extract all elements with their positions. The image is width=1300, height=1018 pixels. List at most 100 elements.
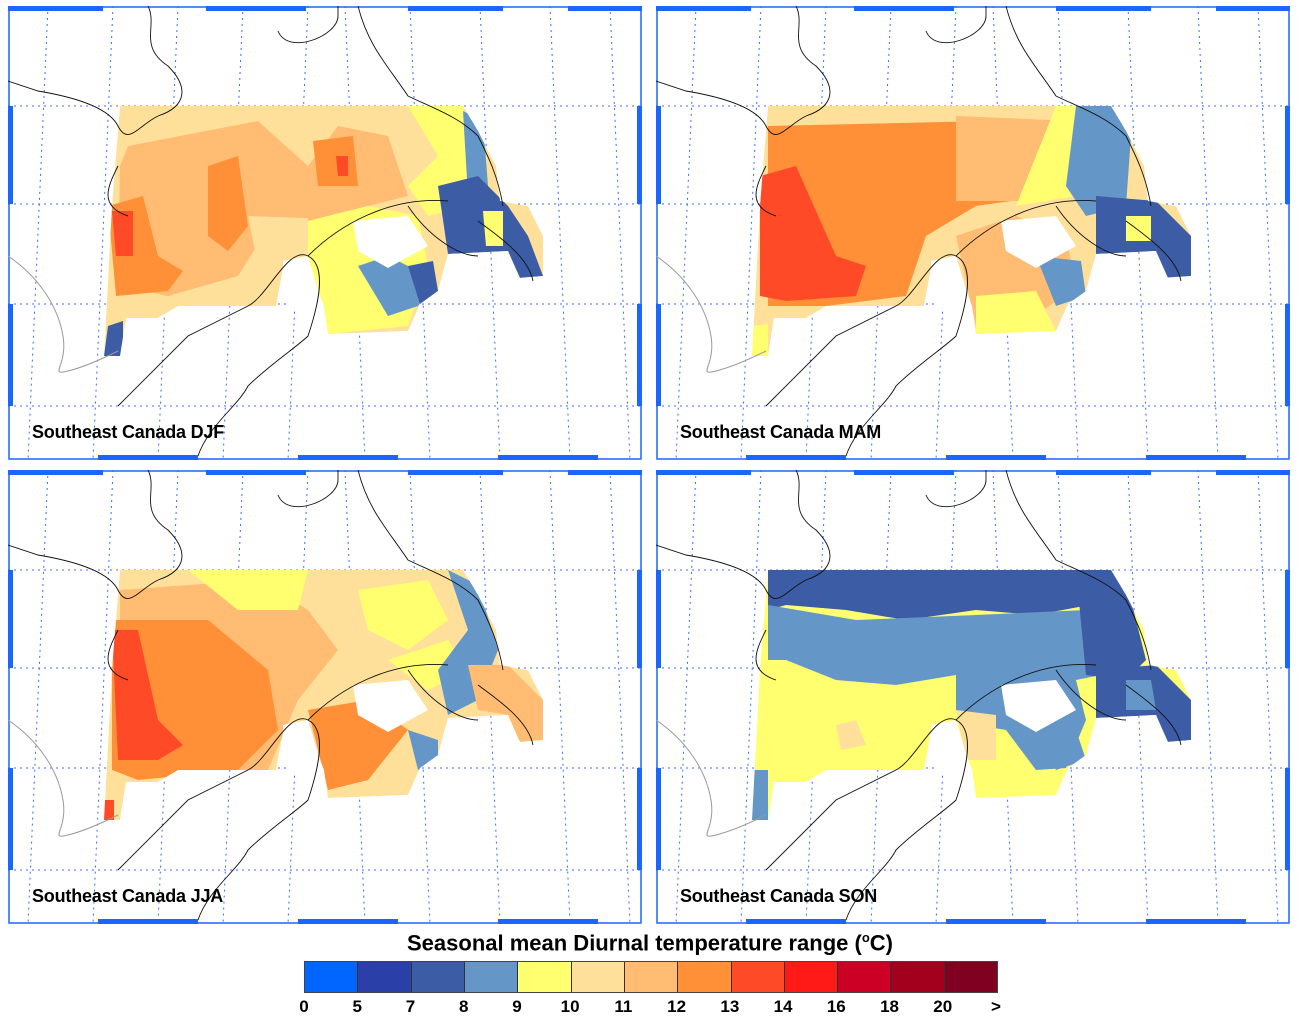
- longitude-line: [549, 470, 571, 924]
- dtr-category-area: [768, 605, 1126, 685]
- coastline: [477, 684, 534, 746]
- longitude-line: [992, 470, 1014, 924]
- colorbar: [304, 961, 998, 993]
- colorbar-swatch: [838, 962, 892, 992]
- colorbar-tick-label: 18: [880, 997, 899, 1016]
- lake-gap: [931, 720, 971, 775]
- frame-tick: [8, 570, 13, 668]
- map-panel-jja: Southeast Canada JJA: [8, 470, 642, 924]
- coastline: [925, 6, 987, 44]
- frame-tick: [946, 919, 1046, 924]
- dtr-category-area: [104, 321, 123, 356]
- coastline: [755, 629, 777, 681]
- colorbar-tick-label: 8: [458, 997, 469, 1016]
- dtr-category-area: [836, 720, 866, 750]
- dtr-category-area: [104, 800, 114, 820]
- longitude-line: [1257, 470, 1279, 924]
- coastline: [407, 205, 479, 257]
- frame-tick: [854, 470, 954, 475]
- dtr-field: [104, 106, 543, 356]
- lake-gap: [1001, 216, 1076, 268]
- coastline: [1055, 205, 1127, 257]
- coastline: [107, 629, 129, 681]
- frame-tick: [1285, 570, 1290, 668]
- map-panel-djf: Southeast Canada DJF: [8, 6, 642, 460]
- colorbar-tick-label: 5: [352, 997, 362, 1016]
- longitude-line: [92, 6, 114, 460]
- longitude-line: [157, 6, 179, 460]
- coastline: [1125, 220, 1182, 282]
- longitude-line: [479, 6, 501, 460]
- longitude-line: [409, 470, 431, 924]
- frame-tick: [1056, 6, 1151, 11]
- frame-tick: [498, 455, 598, 460]
- longitude-line: [1197, 6, 1219, 460]
- dtr-category-area: [752, 770, 768, 820]
- frame-tick: [8, 304, 13, 406]
- coastline: [656, 470, 831, 599]
- colorbar-swatch: [891, 962, 945, 992]
- frame-tick: [637, 106, 642, 204]
- frame-tick: [98, 919, 198, 924]
- colorbar-tick-label: 10: [560, 997, 580, 1016]
- longitude-line: [935, 6, 957, 460]
- frame-tick: [656, 304, 661, 406]
- coastline: [357, 6, 504, 207]
- dtr-category-area: [112, 211, 133, 256]
- colorbar-swatch: [358, 962, 412, 992]
- colorbar-tick-label: 12: [667, 997, 687, 1016]
- lake-gap: [283, 720, 323, 775]
- map-djf: [8, 6, 642, 460]
- frame-tick: [1285, 106, 1290, 204]
- coastline: [1055, 669, 1127, 721]
- longitude-line: [157, 470, 179, 924]
- border-line: [8, 719, 119, 837]
- coastline: [307, 200, 449, 257]
- colorbar-swatch: [678, 962, 732, 992]
- coastline: [8, 6, 183, 135]
- frame-tick: [1216, 470, 1290, 475]
- dtr-category-area: [752, 324, 768, 356]
- frame-tick: [298, 919, 398, 924]
- dtr-category-area: [1126, 680, 1156, 710]
- border-line: [656, 255, 767, 373]
- longitude-line: [870, 470, 892, 924]
- frame-tick: [1056, 470, 1151, 475]
- dtr-category-area: [248, 216, 308, 266]
- colorbar-tick-label: 11: [614, 997, 633, 1016]
- colorbar-title: Seasonal mean Diurnal temperature range …: [407, 930, 893, 956]
- longitude-line: [92, 470, 114, 924]
- border-line: [656, 719, 767, 837]
- longitude-line: [805, 6, 827, 460]
- frame-tick: [206, 470, 306, 475]
- dtr-category-area: [408, 261, 438, 304]
- colorbar-tick-label: 9: [512, 997, 522, 1016]
- colorbar-swatch: [411, 962, 465, 992]
- colorbar-tick-label: 16: [826, 997, 846, 1016]
- coastline: [955, 200, 1097, 257]
- coastline: [357, 470, 504, 671]
- frame-tick: [98, 455, 198, 460]
- frame-tick: [637, 304, 642, 406]
- colorbar-swatch: [571, 962, 625, 992]
- map-son: [656, 470, 1290, 924]
- map-panel-son: Southeast Canada SON: [656, 470, 1290, 924]
- colorbar-tick-label: 14: [773, 997, 793, 1016]
- coastline: [1125, 684, 1182, 746]
- coastline: [107, 165, 129, 217]
- longitude-line: [675, 470, 697, 924]
- frame-tick: [854, 6, 954, 11]
- longitude-line: [805, 470, 827, 924]
- frame-tick: [568, 470, 642, 475]
- frame-tick: [568, 6, 642, 11]
- longitude-line: [1057, 6, 1079, 460]
- frame-tick: [656, 570, 661, 668]
- dtr-category-area: [313, 136, 358, 186]
- coastline: [477, 220, 534, 282]
- longitude-line: [609, 470, 631, 924]
- dtr-category-area: [208, 156, 248, 251]
- longitude-line: [870, 6, 892, 460]
- frame-tick: [656, 6, 751, 11]
- frame-tick: [8, 106, 13, 204]
- colorbar-swatch: [518, 962, 572, 992]
